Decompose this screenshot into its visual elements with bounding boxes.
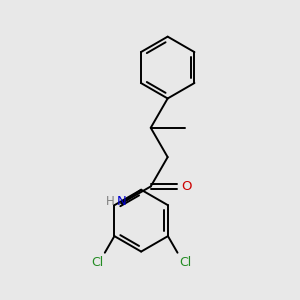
Text: O: O <box>182 180 192 193</box>
Text: Cl: Cl <box>91 256 104 269</box>
Text: N: N <box>116 194 126 208</box>
Text: Cl: Cl <box>179 256 191 269</box>
Text: H: H <box>106 194 115 208</box>
